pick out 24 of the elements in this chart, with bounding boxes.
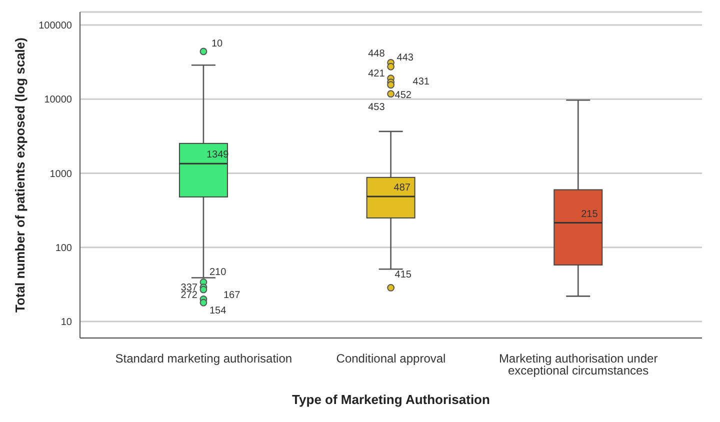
annotation: 415 [394, 270, 412, 281]
annotation: 154 [209, 306, 227, 317]
y-tick-label: 100000 [38, 20, 72, 32]
annotation: 215 [581, 208, 598, 220]
annotation: 421 [368, 68, 386, 80]
x-axis-title: Type of Marketing Authorisation [292, 392, 490, 407]
y-tick-label: 100 [55, 242, 72, 254]
x-tick-label: Standard marketing authorisation [115, 352, 292, 366]
annotation: 167 [223, 290, 241, 302]
annotation: 452 [394, 90, 412, 101]
annotation: 443 [396, 52, 414, 64]
annotation: 210 [209, 267, 227, 278]
y-tick-label: 10 [60, 317, 72, 328]
y-axis-title: Total number of patients exposed (log scale) [12, 38, 28, 312]
annotation: 487 [394, 182, 411, 194]
annotation: 272 [180, 290, 198, 302]
annotation: 431 [412, 76, 430, 88]
annotation: 10 [211, 38, 224, 50]
x-tick-label: Conditional approval [336, 352, 446, 366]
x-tick-label: Marketing authorisation under exceptional circumstances [498, 352, 658, 378]
annotation: 448 [368, 48, 386, 60]
annotation: 453 [368, 102, 386, 113]
y-tick-label: 10000 [44, 94, 72, 106]
y-tick-label: 1000 [50, 168, 72, 180]
